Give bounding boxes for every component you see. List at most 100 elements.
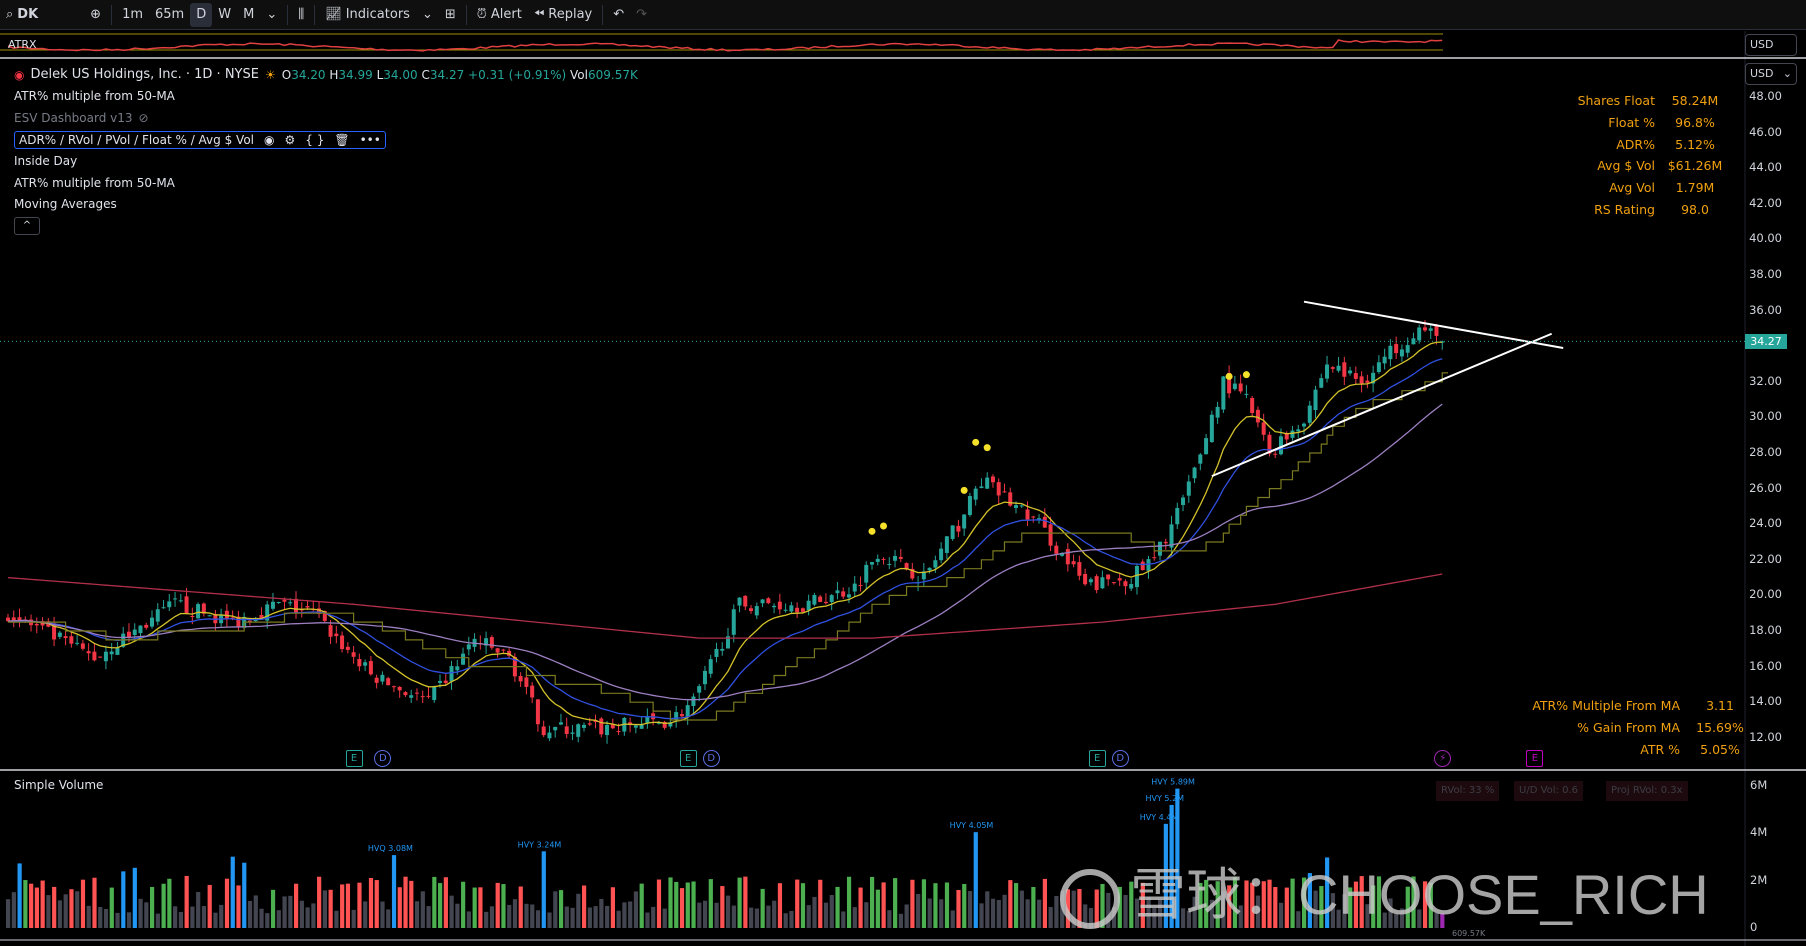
candle-body <box>645 716 650 723</box>
candle-body <box>1405 345 1410 353</box>
event-marker-earnings[interactable]: E <box>1088 750 1106 767</box>
chart-type-button[interactable]: ⫼ <box>292 0 310 30</box>
interval-d[interactable]: D <box>190 2 213 27</box>
candle-body <box>1284 433 1289 440</box>
volume-bar <box>633 891 639 928</box>
candle-body <box>438 680 442 683</box>
event-marker-split[interactable]: ⚡ <box>1434 750 1452 767</box>
candle-body <box>956 525 961 532</box>
candle-body <box>1261 422 1266 435</box>
candle-body <box>1008 492 1013 506</box>
volume-bar <box>702 900 708 928</box>
trendline <box>1211 332 1553 478</box>
more-icon[interactable]: ••• <box>359 132 381 147</box>
redo-button[interactable]: ↷ <box>630 0 653 30</box>
undo-button[interactable]: ↶ <box>607 0 630 30</box>
candle-body <box>875 558 880 562</box>
stat-value: 96.8% <box>1675 115 1715 131</box>
candle-body <box>823 601 828 604</box>
currency-select[interactable]: USD ⌄ <box>1745 63 1797 85</box>
interval-65m[interactable]: 65m <box>155 7 185 22</box>
event-marker-dividend[interactable]: D <box>702 750 720 767</box>
volume-bar <box>749 907 754 928</box>
candle-body <box>138 625 143 634</box>
candle-body <box>558 722 563 725</box>
alert-button[interactable]: ⏰︎ Alert <box>476 7 522 22</box>
trash-icon[interactable]: 🗑︎ <box>334 132 350 147</box>
candle-body <box>345 646 350 650</box>
symbol-search[interactable]: ⌕ DK <box>6 7 39 22</box>
hidden-eye-icon[interactable]: ⊘ <box>138 110 149 125</box>
event-marker-dividend[interactable]: D <box>1111 750 1129 767</box>
volume-bar <box>852 907 857 928</box>
indicator-legend-esv-dashboard[interactable]: ESV Dashboard v13 ⊘ <box>14 110 149 125</box>
price-axis-label: 30.00 <box>1749 409 1782 424</box>
collapse-legend-button[interactable]: ^ <box>14 216 40 235</box>
volume-bar <box>639 883 644 928</box>
indicators-button[interactable]: 📈︎ Indicators ⌄ <box>325 7 433 22</box>
candle-body <box>939 548 944 561</box>
layouts-button[interactable]: ⊞ <box>439 0 462 30</box>
volume-bar <box>1129 881 1134 928</box>
candle-body <box>75 642 80 644</box>
volume-bar <box>155 913 160 928</box>
indicator-legend-atr-multiple-2[interactable]: ATR% multiple from 50-MA <box>14 175 175 190</box>
volume-bar <box>887 910 892 928</box>
candle-body <box>57 632 62 637</box>
volume-bar <box>1232 876 1238 928</box>
indicator-legend-moving-averages[interactable]: Moving Averages <box>14 197 117 212</box>
candle-body <box>1399 349 1404 357</box>
candle-body <box>294 598 298 613</box>
volume-bar <box>547 912 552 928</box>
volume-bar <box>495 882 500 928</box>
source-code-icon[interactable]: { } <box>305 132 325 147</box>
symbol-title[interactable]: Delek US Holdings, Inc. · 1D · NYSE <box>30 67 259 83</box>
interval-w[interactable]: W <box>218 7 232 22</box>
volume-bar <box>1440 913 1445 928</box>
volume-bar <box>829 894 834 928</box>
market-status-icon: ☀ <box>264 67 276 82</box>
candle-body <box>1117 578 1122 581</box>
volume-label: HVY 3.24M <box>518 840 562 849</box>
candle-body <box>276 602 281 604</box>
indicator-legend-inside-day[interactable]: Inside Day <box>14 154 78 169</box>
interval-m[interactable]: M <box>243 7 255 22</box>
volume-pane-title[interactable]: Simple Volume <box>14 778 104 792</box>
candle-body <box>996 482 1001 496</box>
volume-bar <box>818 879 823 928</box>
volume-bar <box>1019 890 1024 928</box>
interval-dropdown[interactable]: ⌄ <box>260 0 283 30</box>
volume-bar <box>668 877 673 928</box>
event-marker-earnings[interactable]: E <box>679 750 697 767</box>
indicator-legend-atr-multiple[interactable]: ATR% multiple from 50-MA <box>14 89 175 104</box>
indicator-legend-adr-rvol[interactable]: ADR% / RVol / PVol / Float % / Avg $ Vol… <box>14 130 386 149</box>
stat-row: ATR% Multiple From MA 3.11 <box>1510 695 1760 717</box>
volume-bar <box>109 887 114 928</box>
event-marker-dividend[interactable]: D <box>374 750 392 767</box>
volume-bar <box>150 887 155 928</box>
event-marker-earnings[interactable]: E <box>345 750 363 767</box>
event-marker-earnings[interactable]: E <box>1526 750 1544 767</box>
candle-body <box>1353 373 1358 379</box>
replay-button[interactable]: ⏪︎ Replay <box>533 7 593 22</box>
candle-body <box>1146 559 1151 571</box>
settings-icon[interactable]: ⚙ <box>284 132 296 147</box>
volume-bar <box>1290 878 1295 928</box>
atrx-currency[interactable]: USD <box>1745 34 1797 56</box>
candle-body <box>1376 362 1381 373</box>
interval-1m[interactable]: 1m <box>122 7 143 22</box>
eye-icon[interactable]: ◉ <box>264 132 275 147</box>
candle-body <box>1106 574 1111 580</box>
last-price-label: 34.27 <box>1745 334 1787 349</box>
stat-label: Avg Vol <box>1609 180 1655 196</box>
volume-bar <box>1428 882 1433 928</box>
stat-row: Shares Float 58.24M <box>1570 90 1735 112</box>
volume-bar <box>1134 898 1140 928</box>
compare-add-button[interactable]: ⊕ <box>84 0 107 30</box>
candle-body <box>1088 579 1093 583</box>
candle-body <box>967 496 972 516</box>
candle-body <box>737 597 742 606</box>
volume-bar <box>173 906 178 928</box>
volume-bar <box>201 906 207 928</box>
